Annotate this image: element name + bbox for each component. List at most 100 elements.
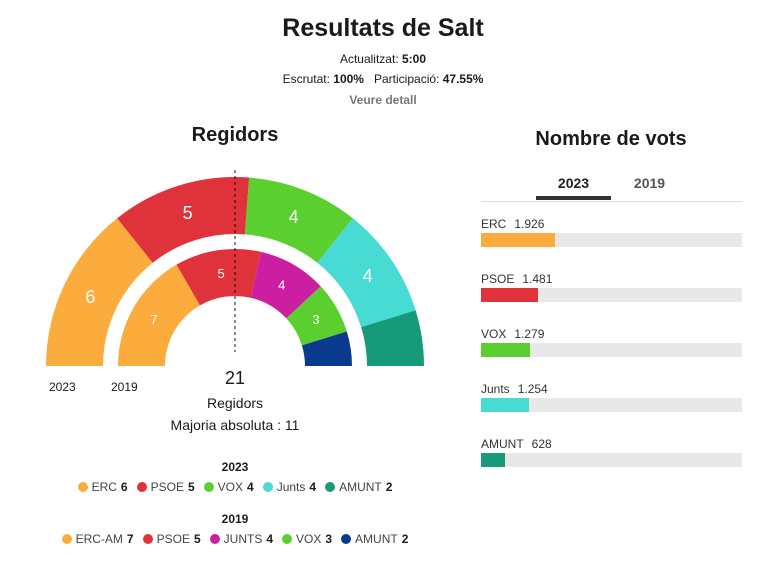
legend-party-name: ERC bbox=[91, 480, 117, 494]
scrutiny-value: 100% bbox=[333, 72, 364, 86]
legend-color-dot bbox=[209, 534, 220, 544]
vote-bar-label: PSOE 1.481 bbox=[481, 272, 742, 288]
legend-seat-count: 6 bbox=[120, 480, 128, 494]
scrutiny-line: Escrutat: 100% Participació: 47.55% bbox=[0, 72, 766, 86]
legend-color-dot bbox=[142, 534, 153, 544]
legend-item-2023-erc: ERC 6 bbox=[77, 480, 128, 494]
seat-arc-2019-erc-am bbox=[118, 264, 200, 366]
legend-seat-count: 2 bbox=[385, 480, 393, 494]
vote-count: 1.254 bbox=[517, 382, 548, 396]
seat-label-2019-junts: 4 bbox=[278, 278, 285, 293]
vote-bar-junts: Junts 1.254 bbox=[481, 382, 742, 412]
legend-seat-count: 2 bbox=[401, 532, 409, 546]
seat-arc-2023-erc bbox=[46, 218, 153, 366]
tab-2023[interactable]: 2023 bbox=[536, 170, 611, 200]
legend-seat-count: 4 bbox=[247, 480, 254, 494]
legend-item-2019-erc-am: ERC-AM 7 bbox=[61, 532, 134, 546]
legend-party-name: VOX bbox=[296, 532, 322, 546]
updated-value: 5:00 bbox=[402, 52, 427, 66]
legend-item-2019-vox: VOX 3 bbox=[282, 532, 332, 546]
vote-count: 1.279 bbox=[514, 327, 545, 341]
vote-bar-label: AMUNT 628 bbox=[481, 437, 742, 453]
legend-color-dot bbox=[61, 534, 72, 544]
total-seats-label: Regidors bbox=[206, 395, 264, 411]
legend-item-2023-vox: VOX 4 bbox=[203, 480, 254, 494]
regidors-title: Regidors bbox=[191, 124, 279, 146]
seat-arc-2023-psoe bbox=[117, 177, 250, 263]
vote-bar-track bbox=[481, 398, 742, 412]
legend-item-2023-junts: Junts 4 bbox=[262, 480, 317, 494]
vote-bar-track bbox=[481, 343, 742, 357]
vote-bar-erc: ERC 1.926 bbox=[481, 217, 742, 247]
legend-color-dot bbox=[325, 482, 336, 492]
legend-color-dot bbox=[203, 482, 214, 492]
legend-color-dot bbox=[77, 482, 88, 492]
legend-party-name: Junts bbox=[276, 480, 306, 494]
legend-party-name: VOX bbox=[217, 480, 243, 494]
vote-bar-fill bbox=[481, 233, 555, 247]
legend-item-2019-amunt: AMUNT 2 bbox=[341, 532, 408, 546]
seat-label-2023-erc: 6 bbox=[85, 287, 95, 307]
participation-value: 47.55% bbox=[442, 72, 484, 86]
vote-bar-label: Junts 1.254 bbox=[481, 382, 742, 398]
vote-party-name: Junts bbox=[481, 382, 510, 396]
vote-bar-fill bbox=[481, 453, 506, 467]
parliament-chart: 6 5 4 4 7 5 4 3 bbox=[46, 170, 424, 366]
vote-count: 1.926 bbox=[514, 217, 545, 231]
vote-bar-track bbox=[481, 233, 742, 247]
legend-seat-count: 4 bbox=[309, 480, 317, 494]
votes-title: Nombre de vots bbox=[535, 128, 687, 150]
legend-seat-count: 3 bbox=[325, 532, 333, 546]
legend-color-dot bbox=[341, 534, 352, 544]
legend-color-dot bbox=[136, 482, 147, 492]
legend-party-name: AMUNT bbox=[339, 480, 382, 494]
vote-bar-fill bbox=[481, 398, 530, 412]
inner-year-label: 2019 bbox=[111, 380, 138, 394]
legend-2023: ERC 6 PSOE 5 VOX 4 Junts 4 AMUNT 2 bbox=[20, 480, 450, 494]
seat-arc-2019-psoe bbox=[176, 249, 262, 306]
outer-year-label: 2023 bbox=[49, 380, 76, 394]
vote-count: 628 bbox=[531, 437, 552, 451]
page-title: Resultats de Salt bbox=[282, 14, 484, 42]
seat-arc-2023-amunt bbox=[361, 310, 424, 366]
vote-bar-psoe: PSOE 1.481 bbox=[481, 272, 742, 302]
vote-bar-fill bbox=[481, 288, 538, 302]
seat-arc-2023-vox bbox=[244, 177, 353, 263]
vote-party-name: VOX bbox=[481, 327, 507, 341]
seat-label-2019-vox: 3 bbox=[312, 312, 319, 327]
participation-label: Participació: bbox=[374, 72, 440, 86]
vote-bar-amunt: AMUNT 628 bbox=[481, 437, 742, 467]
legend-seat-count: 5 bbox=[187, 480, 195, 494]
legend-seat-count: 4 bbox=[266, 532, 274, 546]
legend-2019: ERC-AM 7 PSOE 5 JUNTS 4 VOX 3 AMUNT 2 bbox=[20, 532, 450, 546]
legend-color-dot bbox=[282, 534, 293, 544]
vote-party-name: ERC bbox=[481, 217, 507, 231]
legend-item-2023-amunt: AMUNT 2 bbox=[325, 480, 392, 494]
legend-party-name: JUNTS bbox=[223, 532, 263, 546]
legend-item-2019-psoe: PSOE 5 bbox=[142, 532, 201, 546]
legend-color-dot bbox=[262, 482, 273, 492]
seat-label-2023-vox: 4 bbox=[289, 207, 299, 227]
seat-arc-2023-junts bbox=[317, 218, 416, 328]
legend-party-name: PSOE bbox=[156, 532, 190, 546]
seat-label-2023-junts: 4 bbox=[363, 266, 373, 286]
vote-party-name: PSOE bbox=[481, 272, 515, 286]
vote-bar-vox: VOX 1.279 bbox=[481, 327, 742, 357]
seat-arc-2019-vox bbox=[286, 286, 347, 346]
vote-party-name: AMUNT bbox=[481, 437, 524, 451]
legend-year-2019: 2019 bbox=[221, 512, 249, 526]
updated-line: Actualitzat: 5:00 bbox=[0, 52, 766, 66]
vote-bar-label: VOX 1.279 bbox=[481, 327, 742, 343]
seat-label-2019-erc-am: 7 bbox=[150, 312, 157, 327]
legend-year-2023: 2023 bbox=[221, 460, 249, 474]
legend-party-name: PSOE bbox=[150, 480, 184, 494]
tab-2019[interactable]: 2019 bbox=[633, 175, 666, 191]
majority-label: Majoria absoluta : 11 bbox=[170, 417, 300, 433]
year-tabs: 2023 2019 bbox=[481, 170, 742, 202]
legend-seat-count: 7 bbox=[126, 532, 134, 546]
view-detail-link[interactable]: Veure detall bbox=[349, 93, 417, 107]
updated-label: Actualitzat: bbox=[339, 52, 399, 66]
seat-label-2019-psoe: 5 bbox=[217, 266, 224, 281]
total-seats: 21 bbox=[224, 368, 246, 388]
seat-label-2023-psoe: 5 bbox=[183, 203, 193, 223]
